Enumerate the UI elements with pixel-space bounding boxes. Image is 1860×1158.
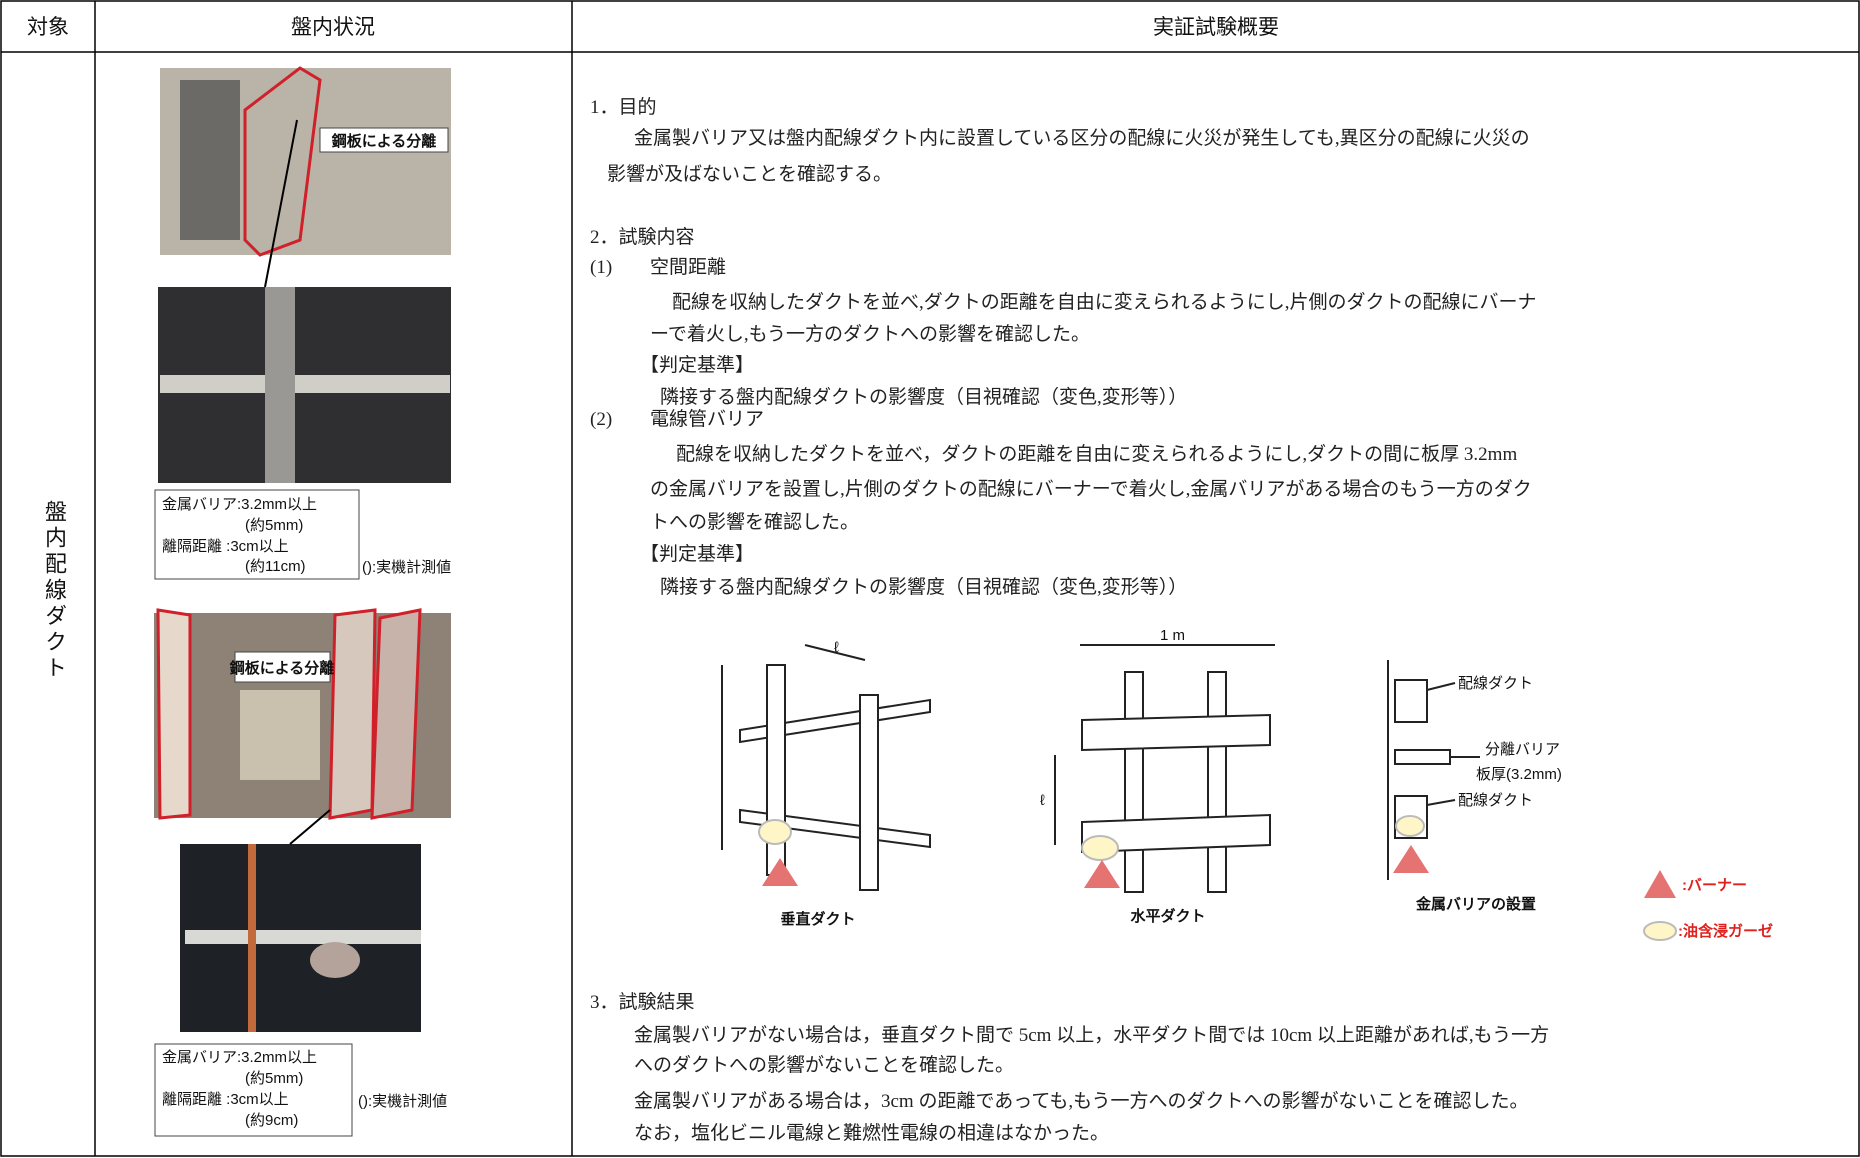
note: (約9cm) <box>245 1112 298 1129</box>
item-title: 空間距離 <box>650 256 726 278</box>
heading: 3．試験結果 <box>590 991 695 1013</box>
note: (約5mm) <box>245 1070 303 1087</box>
diagram-label: ℓ <box>1040 792 1045 809</box>
criteria-text: 隣接する盤内配線ダクトの影響度（目視確認（変色,変形等）） <box>660 576 1187 598</box>
item-title: 電線管バリア <box>650 408 764 430</box>
para: 金属製バリアがない場合は，垂直ダクト間で 5cm 以上，水平ダクト間では 10c… <box>634 1024 1549 1046</box>
legend-label: :バーナー <box>1682 877 1747 894</box>
diagram-label: 配線ダクト <box>1458 792 1533 809</box>
photo-label: 鋼板による分離 <box>331 132 437 150</box>
header: 対象 <box>27 15 69 39</box>
diagram-labels: ℓ 1 m ℓ 垂直ダクト 水平ダクト 金属バリアの設置 配線ダクト 分離バリア… <box>780 627 1773 940</box>
diagram-label: ℓ <box>834 639 839 656</box>
diagram-label: 配線ダクト <box>1458 675 1533 692</box>
diagram-label: 板厚(3.2mm) <box>1476 765 1562 783</box>
para: へのダクトへの影響がないことを確認した。 <box>634 1054 1014 1076</box>
para: 影響が及ばないことを確認する。 <box>607 163 892 185</box>
note: (約11cm) <box>245 558 306 575</box>
para: ーで着火し,もう一方のダクトへの影響を確認した。 <box>650 323 1090 345</box>
diagram-label: 1 m <box>1160 627 1185 644</box>
heading: 1．目的 <box>590 96 657 118</box>
para: 配線を収納したダクトを並べ，ダクトの距離を自由に変えられるようにし,ダクトの間に… <box>676 443 1517 465</box>
photos: 鋼板による分離 鋼板による分離 金属バリア:3.2mm以上 (約5mm) 離隔距… <box>154 66 451 1137</box>
para: 金属製バリア又は盤内配線ダクト内に設置している区分の配線に火災が発生しても,異区… <box>634 127 1530 149</box>
note: 離隔距離 :3cm以上 <box>162 1090 289 1108</box>
item-num: (2) <box>590 409 612 430</box>
para: なお，塩化ビニル電線と難燃性電線の相違はなかった。 <box>634 1122 1109 1144</box>
note: 金属バリア:3.2mm以上 <box>162 496 317 513</box>
summary: 1．目的 金属製バリア又は盤内配線ダクト内に設置している区分の配線に火災が発生し… <box>590 96 1549 1144</box>
diagram-caption: 垂直ダクト <box>780 910 855 928</box>
diagram-caption: 水平ダクト <box>1130 907 1205 925</box>
diagram-label: 分離バリア <box>1485 740 1560 758</box>
para: の金属バリアを設置し,片側のダクトの配線にバーナーで着火し,金属バリアがある場合… <box>650 478 1532 500</box>
item-num: (1) <box>590 257 612 278</box>
header: 盤内状況 <box>291 15 375 39</box>
target-label: 盤内配線ダクト <box>42 500 67 682</box>
para: 金属製バリアがある場合は，3cm の距離であっても,もう一方へのダクトへの影響が… <box>634 1090 1529 1112</box>
criteria: 【判定基準】 <box>640 543 754 565</box>
legend-label: :油含浸ガーゼ <box>1678 922 1773 940</box>
para: トへの影響を確認した。 <box>650 511 859 533</box>
note: 金属バリア:3.2mm以上 <box>162 1049 317 1066</box>
header: 実証試験概要 <box>1153 15 1279 39</box>
note: ():実機計測値 <box>362 559 451 576</box>
criteria: 【判定基準】 <box>640 354 754 376</box>
diagram-caption: 金属バリアの設置 <box>1415 895 1536 913</box>
diagrams <box>721 644 1677 941</box>
note: ():実機計測値 <box>358 1093 447 1110</box>
note: 離隔距離 :3cm以上 <box>162 537 289 555</box>
note: (約5mm) <box>245 517 303 534</box>
para: 配線を収納したダクトを並べ,ダクトの距離を自由に変えられるようにし,片側のダクト… <box>672 291 1537 313</box>
photo-label: 鋼板による分離 <box>229 659 335 677</box>
heading: 2．試験内容 <box>590 226 695 248</box>
criteria-text: 隣接する盤内配線ダクトの影響度（目視確認（変色,変形等）） <box>660 386 1187 408</box>
